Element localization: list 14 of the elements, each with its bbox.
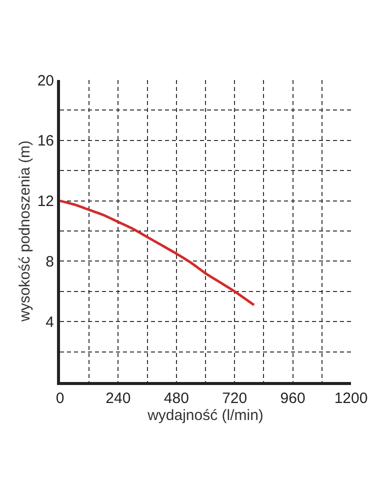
y-axis-title: wysokość podnoszenia (m) (16, 140, 34, 322)
y-tick-label: 12 (37, 193, 54, 210)
x-tick-label: 240 (106, 390, 131, 407)
y-tick-label: 16 (37, 132, 54, 150)
x-tick-label: 480 (164, 390, 189, 407)
line-series (60, 200, 256, 306)
x-tick-label: 1200 (334, 390, 368, 407)
y-tick-label: 20 (37, 72, 54, 90)
y-tick-label: 8 (46, 253, 54, 270)
y-tick-label: 4 (46, 314, 54, 331)
x-tick-label: 960 (280, 390, 306, 407)
x-tick-label: 720 (222, 390, 248, 407)
x-axis-title: wydajność (l/min) (146, 407, 264, 424)
x-tick-label: 0 (56, 390, 64, 407)
